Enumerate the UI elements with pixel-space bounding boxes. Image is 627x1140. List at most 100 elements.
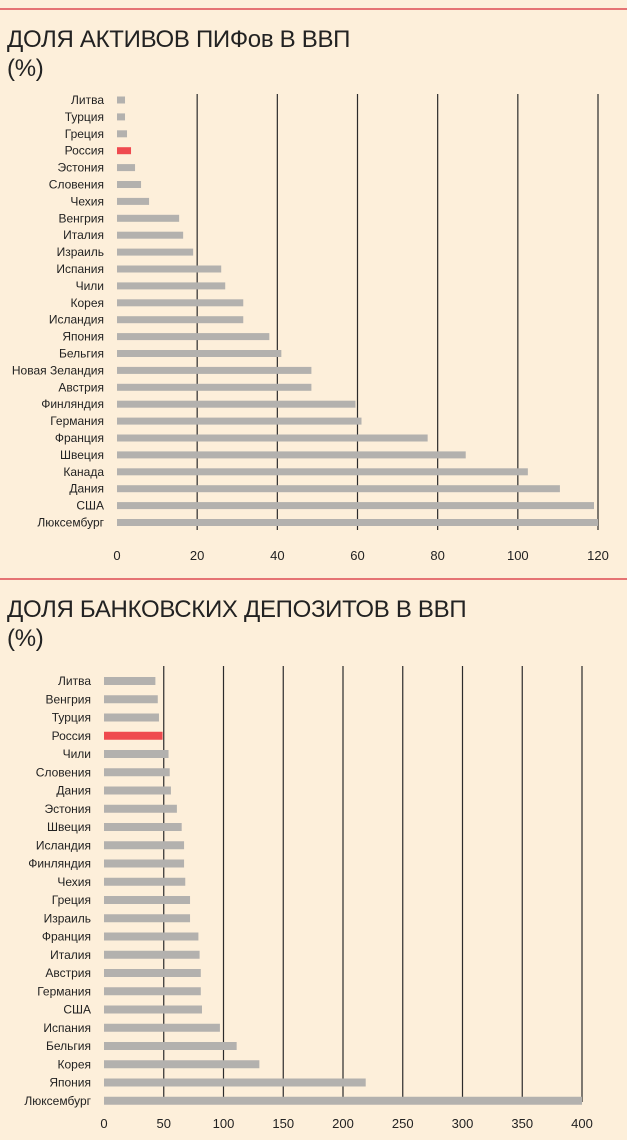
x-tick-label: 100 — [213, 1116, 235, 1131]
bar — [104, 877, 186, 886]
bar — [117, 299, 244, 307]
category-label: Люксембург — [37, 516, 104, 530]
bar — [104, 859, 185, 868]
chart1-unit: (%) — [7, 55, 44, 82]
bar — [117, 214, 180, 222]
category-label: Дания — [56, 784, 91, 798]
bar-highlighted — [117, 147, 132, 155]
category-label: Венгрия — [58, 211, 104, 225]
bar — [117, 197, 150, 205]
x-tick-label: 60 — [350, 548, 364, 563]
x-tick-label: 200 — [332, 1116, 354, 1131]
category-label: Турция — [65, 110, 104, 124]
bar — [117, 333, 270, 341]
x-tick-label: 0 — [113, 548, 120, 563]
bar — [117, 383, 312, 391]
bar — [104, 914, 191, 923]
bar — [104, 750, 169, 758]
category-label: Литва — [71, 93, 104, 107]
bar — [104, 768, 170, 777]
category-label: Израиль — [57, 245, 104, 259]
bar — [117, 181, 142, 188]
bar — [117, 248, 194, 256]
category-label: Люксембург — [24, 1094, 91, 1108]
bar — [117, 366, 312, 374]
bar — [117, 434, 428, 442]
category-label: Япония — [49, 1076, 91, 1090]
bar — [104, 1078, 366, 1087]
x-tick-label: 150 — [272, 1116, 294, 1131]
category-label: Словения — [36, 765, 91, 779]
bar — [104, 1005, 202, 1014]
category-label: Израиль — [44, 911, 91, 925]
bar — [117, 468, 528, 476]
bar — [117, 265, 222, 273]
category-label: Исландия — [36, 838, 91, 852]
chart1-mutual-fund-assets: 0 20 40 60 80 100 120 Литва Турция Греция Россия Эс… — [12, 93, 609, 563]
chart2-unit: (%) — [7, 625, 44, 652]
bar — [104, 804, 177, 813]
x-tick-label: 40 — [270, 548, 284, 563]
category-label: США — [76, 499, 104, 513]
bar — [117, 519, 598, 526]
category-label: Россия — [65, 144, 104, 158]
x-tick-label: 350 — [511, 1116, 533, 1131]
bar — [104, 987, 201, 996]
category-label: Корея — [70, 296, 104, 310]
category-label: Корея — [57, 1057, 91, 1071]
category-label: Эстония — [45, 802, 92, 816]
category-label: Россия — [52, 729, 91, 743]
chart2-bank-deposits: 0 50 100 150 200 250 300 350 400 Литва Венгрия Турц… — [24, 666, 593, 1131]
category-label: Германия — [50, 414, 104, 428]
category-label: Финляндия — [28, 857, 91, 871]
bar — [117, 130, 128, 138]
bar — [117, 316, 244, 324]
x-tick-label: 100 — [507, 548, 529, 563]
category-label: Бельгия — [46, 1039, 91, 1053]
bar — [104, 1042, 237, 1050]
bar — [104, 932, 199, 941]
category-label: Чили — [76, 279, 104, 293]
chart2-title: ДОЛЯ БАНКОВСКИХ ДЕПОЗИТОВ В ВВП — [7, 596, 467, 623]
category-label: Испания — [56, 262, 104, 276]
category-label: Финляндия — [41, 397, 104, 411]
category-label: Германия — [37, 984, 91, 998]
x-tick-label: 300 — [452, 1116, 474, 1131]
bar — [104, 969, 201, 977]
x-tick-label: 20 — [190, 548, 204, 563]
x-tick-label: 0 — [100, 1116, 107, 1131]
bar — [104, 823, 182, 831]
category-label: Чехия — [70, 194, 104, 208]
category-label: Литва — [58, 674, 91, 688]
category-label: Греция — [65, 127, 104, 141]
bar — [104, 677, 156, 685]
x-tick-label: 80 — [430, 548, 444, 563]
category-label: Франция — [55, 431, 104, 445]
bar — [117, 164, 136, 172]
category-label: Чили — [63, 747, 91, 761]
x-tick-label: 120 — [587, 548, 609, 563]
category-label: Исландия — [49, 313, 104, 327]
category-label: Новая Зеландия — [12, 363, 104, 377]
category-label: Испания — [43, 1021, 91, 1035]
category-label: США — [63, 1003, 91, 1017]
category-label: Швеция — [47, 820, 91, 834]
bar — [104, 841, 185, 850]
bar — [104, 950, 200, 959]
middle-divider — [0, 578, 627, 580]
bar — [104, 896, 191, 904]
top-divider — [0, 8, 627, 10]
bar — [104, 713, 159, 722]
x-tick-label: 400 — [571, 1116, 593, 1131]
category-label: Турция — [52, 711, 91, 725]
bar — [117, 231, 184, 239]
category-label: Венгрия — [45, 692, 91, 706]
bar — [104, 786, 171, 795]
bar — [117, 400, 356, 408]
category-label: Австрия — [45, 966, 91, 980]
bar — [104, 1096, 582, 1105]
category-label: Бельгия — [59, 347, 104, 361]
category-label: Словения — [49, 178, 104, 192]
category-label: Дания — [69, 482, 104, 496]
bar — [117, 502, 594, 510]
